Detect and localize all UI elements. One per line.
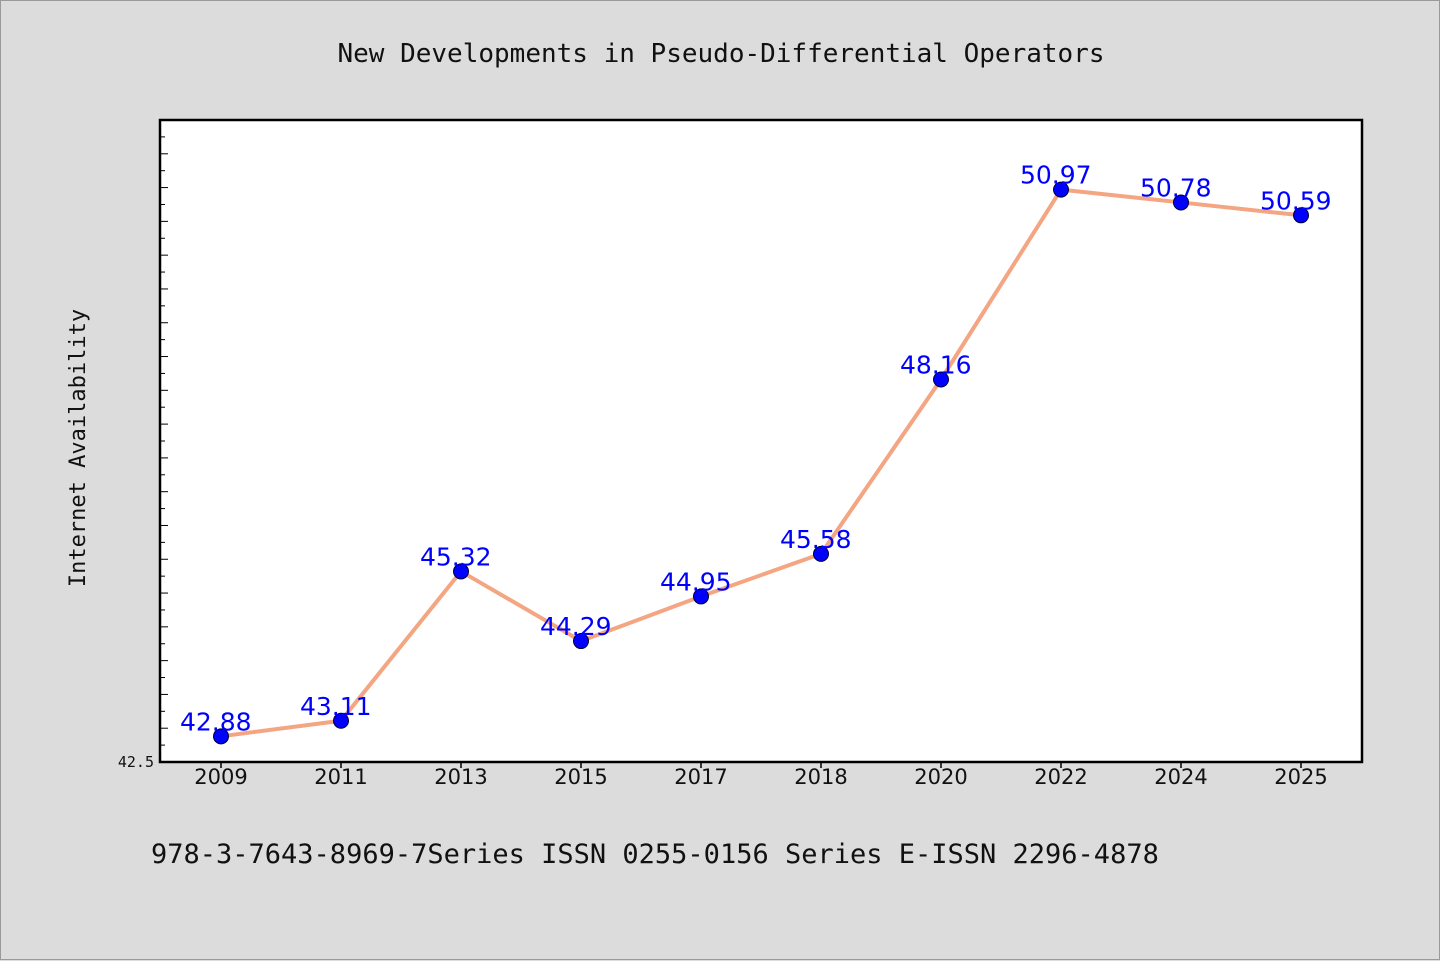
data-label: 45.32 <box>420 542 492 571</box>
data-label: 43.11 <box>300 692 372 721</box>
data-point <box>1293 207 1309 224</box>
x-tick-label: 2020 <box>914 765 967 789</box>
data-point <box>933 371 949 388</box>
chart-title: New Developments in Pseudo-Differential … <box>337 39 1104 69</box>
data-label: 48.16 <box>900 351 972 380</box>
x-tick-label: 2024 <box>1154 765 1207 789</box>
data-point <box>1053 181 1069 198</box>
y-axis-label: Internet Availability <box>66 309 91 587</box>
plot-area <box>158 118 1364 764</box>
series-line <box>219 187 1303 739</box>
data-label: 45.58 <box>780 525 852 554</box>
y-axis-ticks <box>160 136 168 746</box>
x-axis-ticks: 2009 2011 2013 2015 2017 2018 2020 2022 2024 2025 <box>194 762 1328 789</box>
data-point <box>453 563 469 580</box>
series-markers <box>213 181 1309 745</box>
data-labels: 42.88 43.11 45.32 44.29 44.95 45.58 48.16 50.97… <box>180 161 1332 737</box>
data-point <box>813 545 829 562</box>
data-label: 44.29 <box>540 612 612 641</box>
data-point <box>333 712 349 729</box>
x-tick-label: 2022 <box>1034 765 1087 789</box>
x-tick-label: 2015 <box>554 765 607 789</box>
x-tick-label: 2025 <box>1274 765 1327 789</box>
data-label: 42.88 <box>180 707 252 736</box>
x-tick-label: 2009 <box>194 765 247 789</box>
footer-text: 978-3-7643-8969-7Series ISSN 0255-0156 S… <box>151 839 1159 870</box>
series-polyline <box>219 187 1303 739</box>
data-label: 50.97 <box>1020 161 1092 190</box>
data-point <box>693 588 709 605</box>
y-tick-label: 42.5 <box>118 753 154 771</box>
data-point <box>213 728 229 745</box>
x-tick-label: 2018 <box>794 765 847 789</box>
x-tick-label: 2011 <box>314 765 367 789</box>
x-tick-label: 2013 <box>434 765 487 789</box>
data-label: 50.78 <box>1140 173 1212 202</box>
y-axis-tick-labels: 42.5 <box>118 753 154 771</box>
data-point <box>573 633 589 650</box>
data-label: 50.59 <box>1260 186 1332 215</box>
data-label: 44.95 <box>660 567 732 596</box>
x-tick-label: 2017 <box>674 765 727 789</box>
data-point <box>1173 194 1189 211</box>
